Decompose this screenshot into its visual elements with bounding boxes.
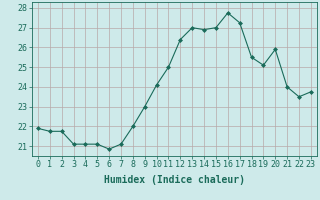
X-axis label: Humidex (Indice chaleur): Humidex (Indice chaleur) <box>104 175 245 185</box>
